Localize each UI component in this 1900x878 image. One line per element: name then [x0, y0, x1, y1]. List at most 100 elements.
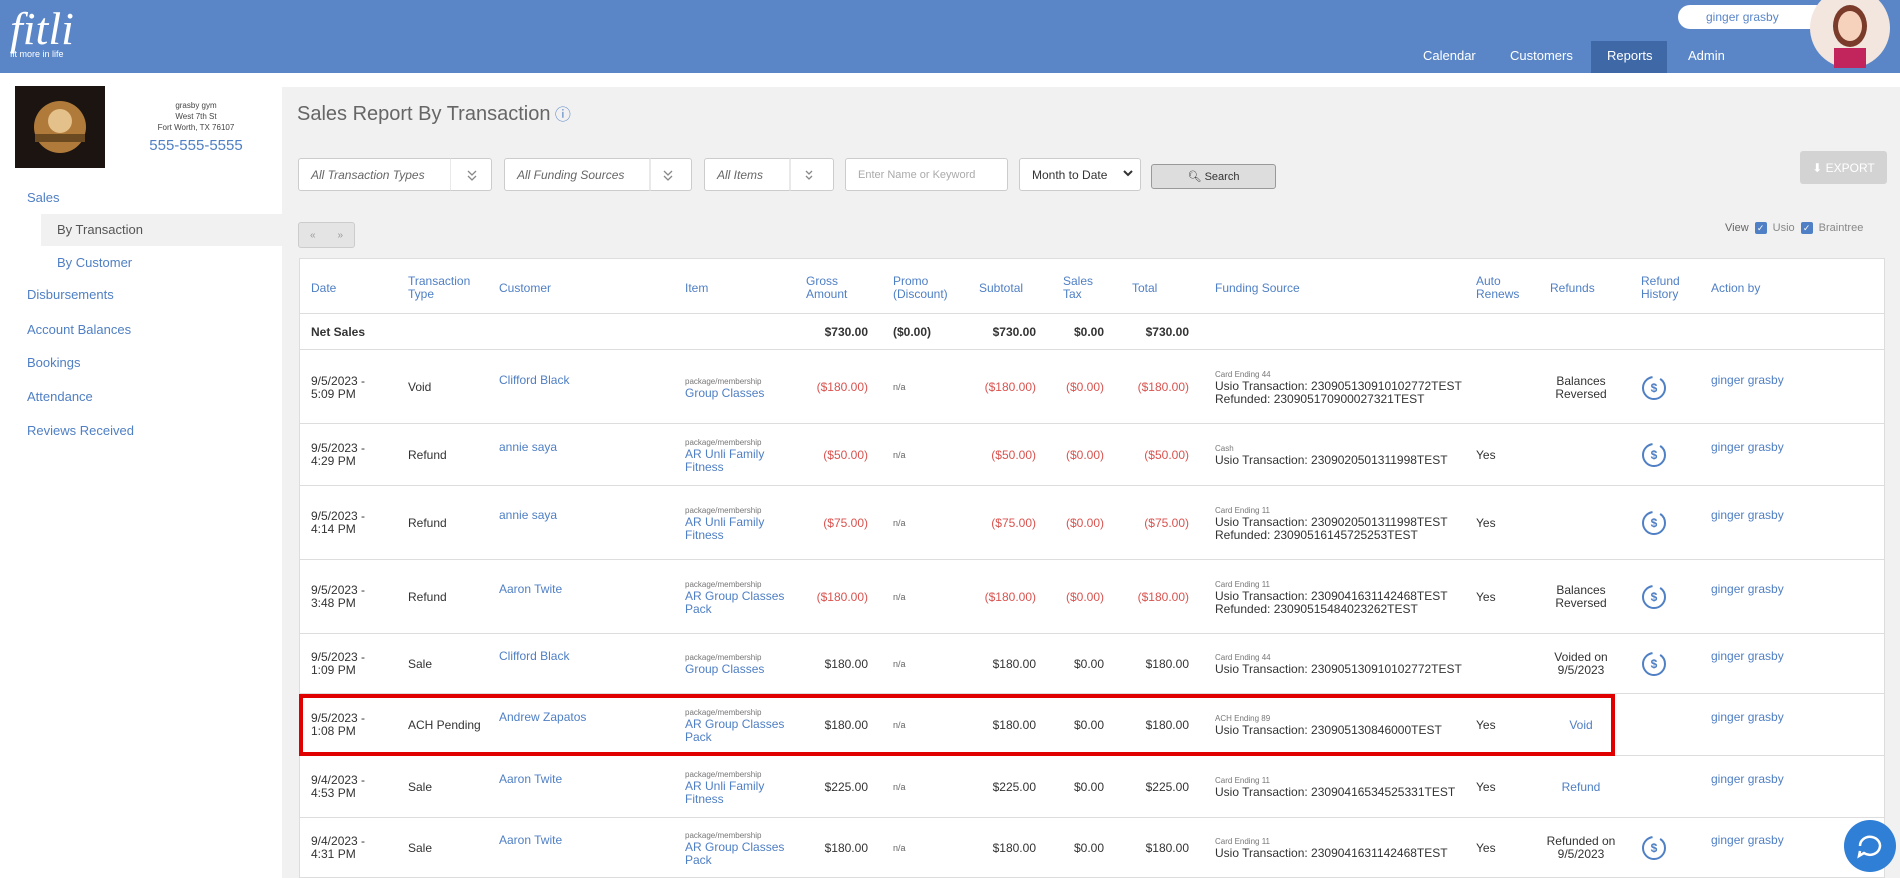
type-cell: Refund	[408, 447, 447, 462]
nav-link[interactable]: Reports	[1607, 48, 1653, 63]
customer-link[interactable]: Clifford Black	[499, 649, 570, 663]
promo-cell: n/a	[893, 719, 906, 730]
type-cell: Sale	[408, 840, 433, 855]
tax-cell: $0.00	[1073, 717, 1104, 732]
refund-history-icon[interactable]: $	[1641, 651, 1667, 677]
auto-renews-cell	[1476, 351, 1526, 424]
refund-history-icon[interactable]: $	[1641, 442, 1667, 468]
filter-chevrons	[450, 158, 1133, 191]
highlight-box	[299, 694, 1615, 756]
filter-transaction-types[interactable]: All Transaction Types	[298, 158, 492, 191]
date-cell: 9/5/2023 - 4:29 PM	[311, 441, 366, 468]
action-by-link[interactable]: ginger grasby	[1711, 372, 1784, 387]
item-link[interactable]: Group Classes	[685, 385, 765, 400]
action-by-link[interactable]: ginger grasby	[1711, 582, 1784, 596]
refunds-cell: Refunded on 9/5/2023	[1546, 834, 1616, 861]
export-button[interactable]: ⬇ EXPORT	[1800, 151, 1887, 184]
action-by-link[interactable]: ginger grasby	[1711, 649, 1784, 663]
gym-address: grasby gym West 7th St Fort Worth, TX 7610…	[140, 100, 252, 133]
funding-label: Card Ending 44	[1215, 370, 1271, 379]
refund-history-icon[interactable]: $	[1641, 375, 1667, 401]
refund-history-icon[interactable]: $	[1641, 584, 1667, 610]
nav-link[interactable]: Customers	[1510, 48, 1573, 63]
nav-link[interactable]: Admin	[1688, 48, 1725, 63]
user-menu[interactable]: ginger grasby	[1678, 5, 1828, 29]
funding-cell: Cash Usio Transaction: 2309020501311998TE…	[1215, 424, 1465, 486]
subtotal-cell: ($75.00)	[991, 515, 1036, 530]
item-link[interactable]: AR Unli Family Fitness	[685, 778, 765, 806]
top-bar	[0, 0, 1900, 73]
customer-link[interactable]: Aaron Twite	[499, 833, 563, 847]
promo-cell: n/a	[893, 591, 906, 602]
auto-renews-cell: Yes	[1476, 589, 1496, 604]
pager[interactable]: «»	[298, 222, 355, 248]
net-sales-gross: $730.00	[824, 325, 868, 339]
action-by-link[interactable]: ginger grasby	[1711, 833, 1784, 847]
customer-link[interactable]: Clifford Black	[499, 372, 570, 387]
refund-link[interactable]: Refund	[1561, 779, 1601, 794]
sidebar-sub-link[interactable]: By Transaction	[57, 222, 143, 237]
export-label: EXPORT	[1825, 160, 1875, 175]
customer-link[interactable]: annie saya	[499, 508, 558, 522]
avatar[interactable]	[1808, 0, 1900, 68]
sidebar-link[interactable]: Attendance	[27, 389, 93, 404]
view-checkbox[interactable]: ✓	[1754, 222, 1767, 234]
period-select[interactable]: Month to Date	[1019, 158, 1141, 191]
tax-cell: ($0.00)	[1065, 380, 1104, 394]
type-cell: ACH Pending	[408, 717, 481, 732]
chat-button[interactable]	[1843, 819, 1897, 873]
sidebar-link[interactable]: Reviews Received	[27, 423, 134, 438]
sidebar-sub-link[interactable]: By Customer	[57, 255, 133, 270]
action-by-link[interactable]: ginger grasby	[1711, 440, 1784, 454]
sidebar-link[interactable]: Disbursements	[27, 287, 114, 302]
customer-link[interactable]: Andrew Zapatos	[499, 710, 587, 724]
funding-label: Cash	[1215, 444, 1234, 453]
tax-cell: $0.00	[1073, 656, 1104, 671]
subtotal-cell: ($180.00)	[984, 380, 1036, 394]
net-sales-label[interactable]: Net Sales	[311, 325, 366, 339]
filter-funding-sources[interactable]: All Funding Sources	[504, 158, 692, 191]
total-cell: ($180.00)	[1137, 589, 1189, 604]
customer-link[interactable]: Aaron Twite	[499, 772, 563, 786]
row-divider	[300, 559, 1884, 560]
action-by-link[interactable]: ginger grasby	[1711, 710, 1784, 724]
date-cell: 9/5/2023 - 4:14 PM	[311, 509, 366, 536]
keyword-input[interactable]: Enter Name or Keyword	[845, 158, 1008, 191]
auto-renews-cell: Yes	[1476, 840, 1496, 855]
sidebar-link[interactable]: Sales	[27, 190, 60, 205]
item-kind: package/membership	[685, 437, 762, 447]
item-link[interactable]: AR Unli Family Fitness	[685, 514, 765, 542]
funding-cell: Card Ending 11 Usio Transaction: 23090205…	[1215, 486, 1465, 560]
item-link[interactable]: AR Unli Family Fitness	[685, 446, 765, 474]
sidebar-link[interactable]: Account Balances	[27, 322, 132, 337]
item-cell: package/membership AR Unli Family Fitness	[685, 424, 785, 486]
nav-link[interactable]: Calendar	[1423, 48, 1476, 63]
total-cell: $180.00	[1145, 717, 1189, 732]
item-link[interactable]: Group Classes	[685, 662, 765, 676]
item-link[interactable]: AR Group Classes Pack	[685, 839, 785, 867]
gym-phone[interactable]: 555-555-5555	[149, 137, 243, 154]
search-button[interactable]: 🔍︎ Search	[1151, 164, 1276, 189]
gross-cell: ($50.00)	[823, 447, 868, 462]
view-checkbox[interactable]: ✓	[1800, 222, 1813, 234]
filter-items[interactable]: All Items	[704, 158, 834, 191]
logo[interactable]: fitli	[10, 3, 74, 54]
date-cell: 9/4/2023 - 4:31 PM	[311, 834, 366, 861]
refund-link[interactable]: Void	[1569, 717, 1593, 732]
title-text: Sales Report By Transaction	[297, 103, 551, 125]
sidebar-link[interactable]: Bookings	[27, 355, 81, 370]
item-link[interactable]: AR Group Classes Pack	[685, 716, 785, 744]
column-header: Refunds	[1550, 280, 1595, 295]
item-link[interactable]: AR Group Classes Pack	[685, 588, 785, 616]
customer-link[interactable]: Aaron Twite	[499, 582, 563, 596]
refund-history-icon[interactable]: $	[1641, 510, 1667, 536]
gross-cell: $180.00	[824, 656, 868, 671]
funding-text: Usio Transaction: 2309041631142468TEST R…	[1215, 588, 1448, 616]
customer-link[interactable]: annie saya	[499, 440, 558, 454]
tax-cell: $0.00	[1073, 840, 1104, 855]
type-cell: Void	[408, 380, 432, 394]
action-by-link[interactable]: ginger grasby	[1711, 772, 1784, 786]
gym-city: Fort Worth, TX 76107	[157, 123, 235, 132]
refund-history-icon[interactable]: $	[1641, 835, 1667, 861]
action-by-link[interactable]: ginger grasby	[1711, 508, 1784, 522]
